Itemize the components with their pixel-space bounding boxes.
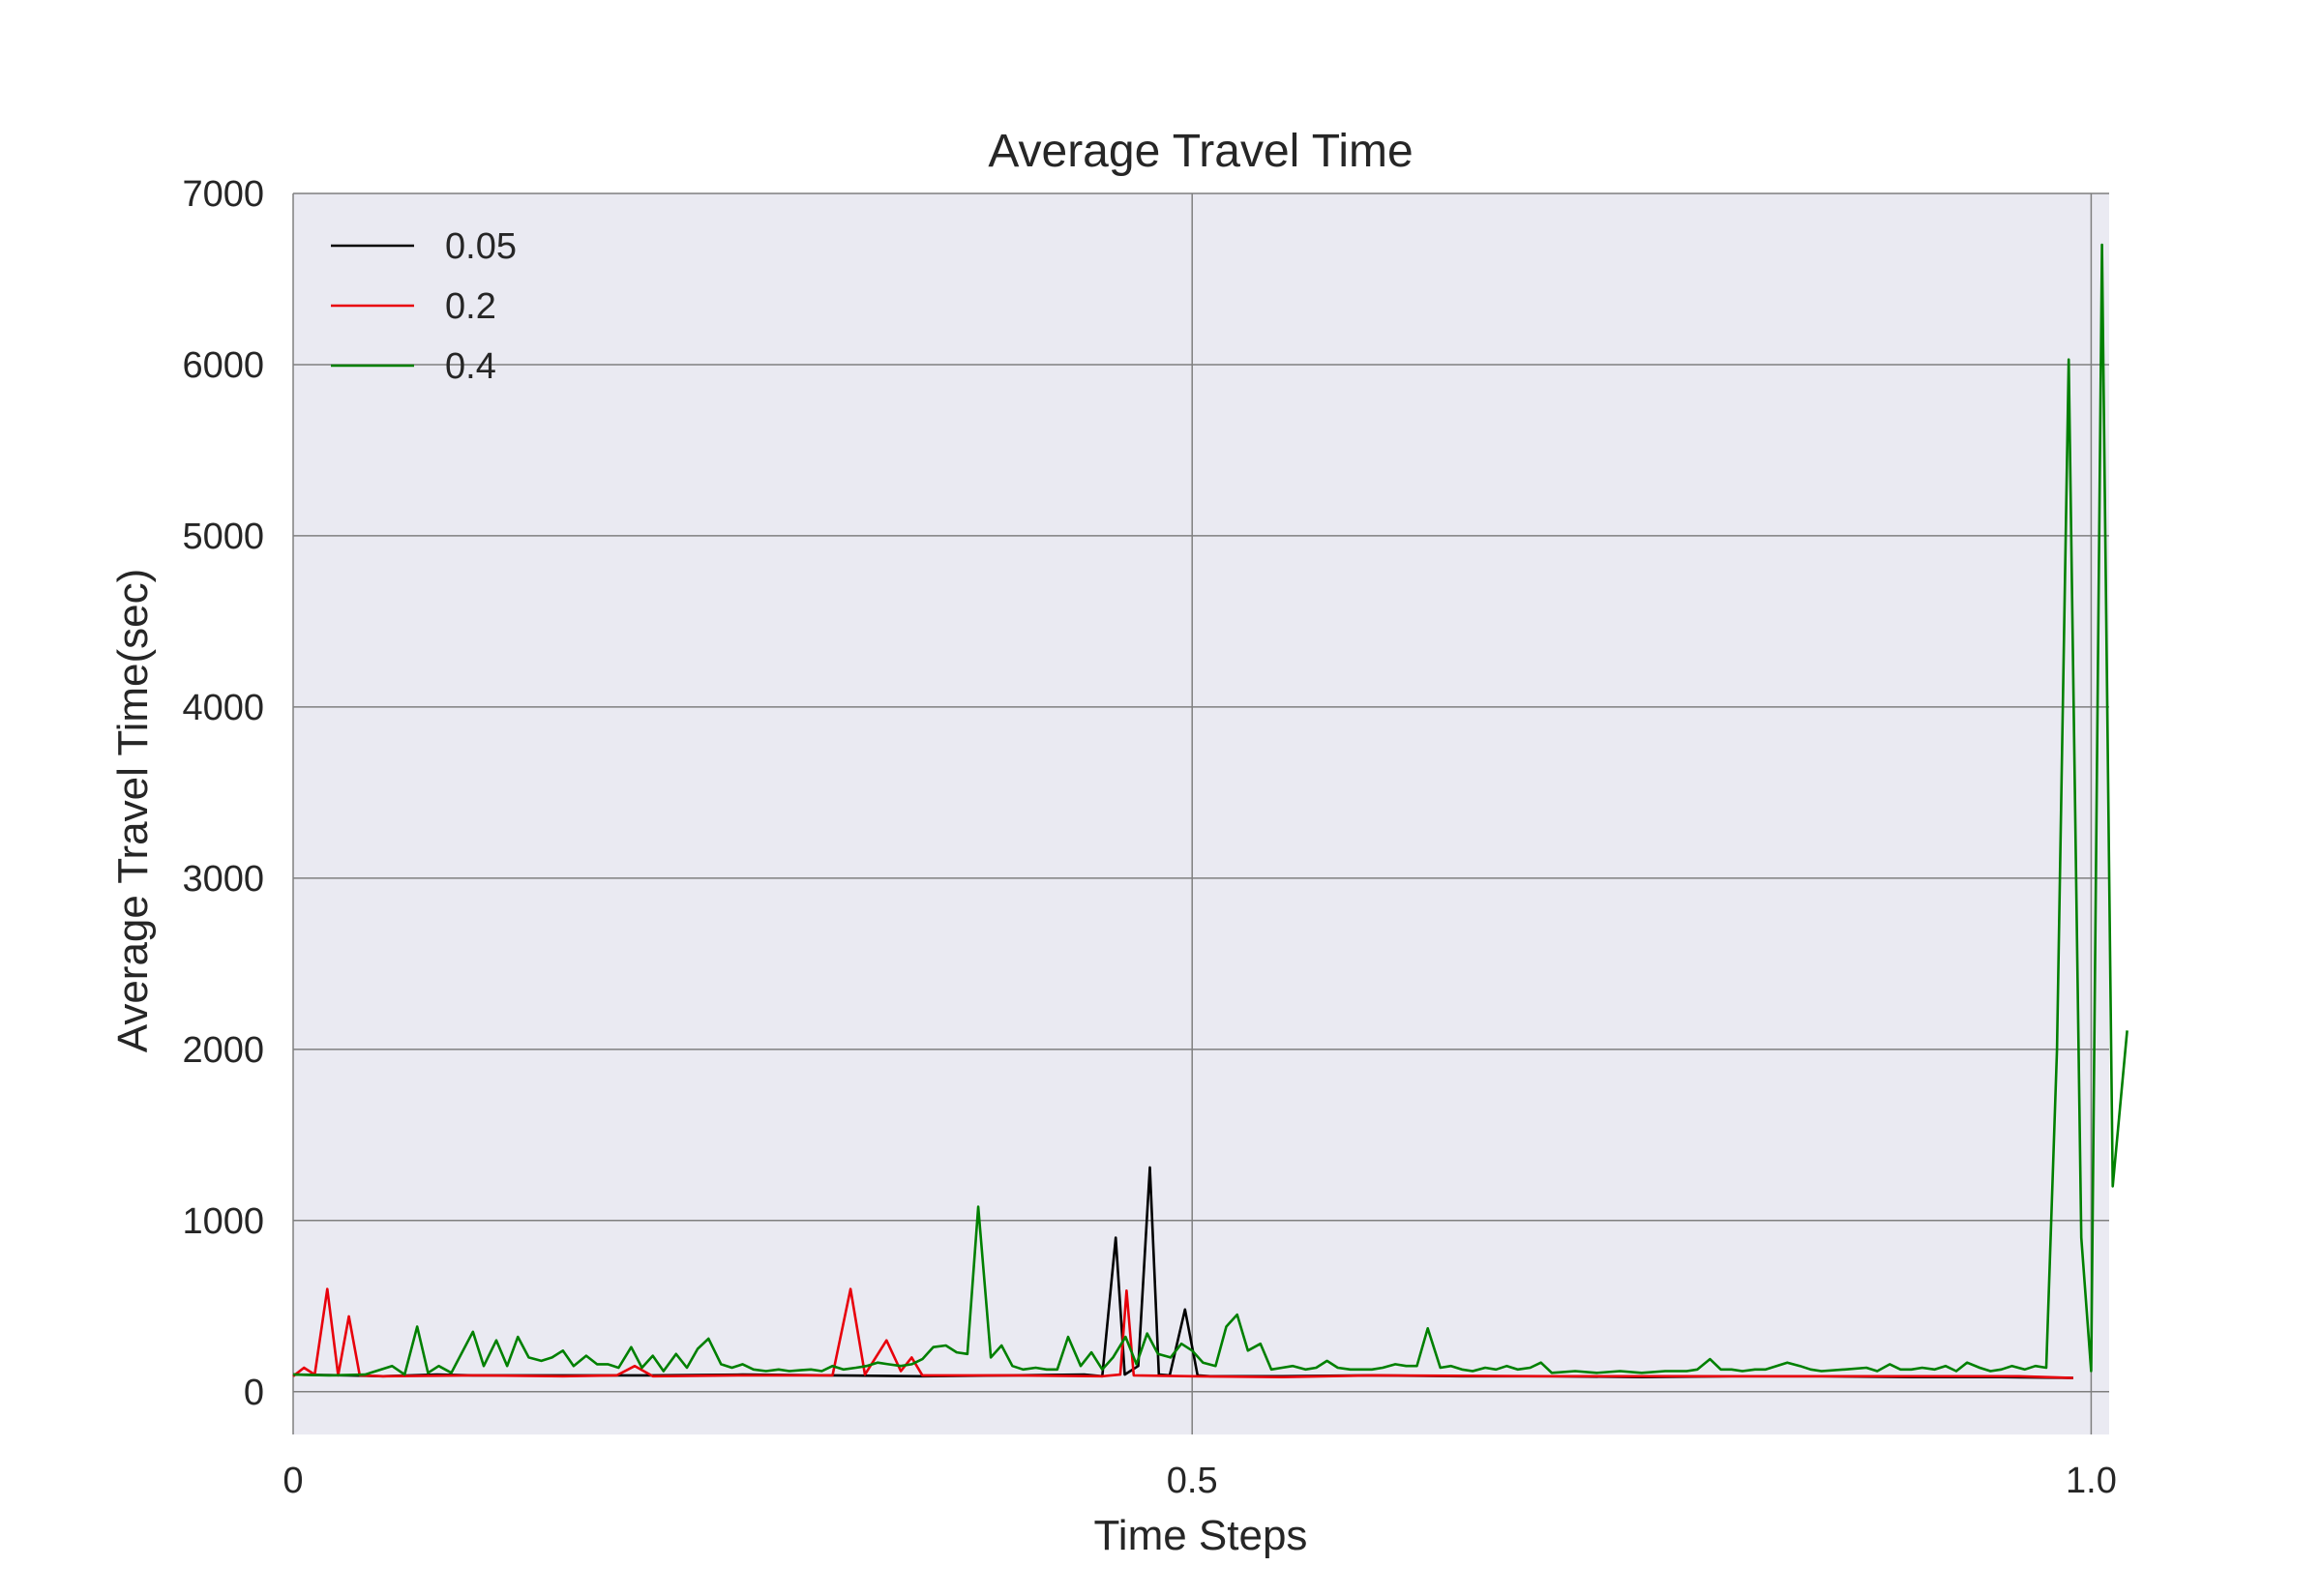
chart-title: Average Travel Time bbox=[988, 126, 1413, 177]
series-line-0.2 bbox=[292, 1287, 2073, 1379]
y-tick-label: 2000 bbox=[182, 1030, 264, 1071]
y-tick-label: 1000 bbox=[182, 1201, 264, 1242]
y-tick-label: 7000 bbox=[182, 174, 264, 215]
legend-label: 0.2 bbox=[445, 286, 496, 327]
x-tick-label: 1.0 bbox=[2066, 1461, 2117, 1501]
grid bbox=[292, 192, 2109, 1434]
legend: 0.05 0.2 0.4 bbox=[331, 226, 517, 387]
legend-label: 0.05 bbox=[445, 226, 517, 267]
y-axis-ticks: 0 1000 2000 3000 4000 5000 6000 7000 bbox=[182, 174, 264, 1413]
y-axis-label: Average Travel Time(sec) bbox=[109, 569, 157, 1052]
x-axis-label: Time Steps bbox=[1094, 1512, 1308, 1559]
series-layer bbox=[292, 243, 2128, 1379]
x-tick-label: 0.5 bbox=[1167, 1461, 1218, 1501]
legend-label: 0.4 bbox=[445, 346, 496, 387]
x-tick-label: 0 bbox=[283, 1461, 303, 1501]
y-tick-label: 0 bbox=[244, 1373, 264, 1413]
y-tick-label: 6000 bbox=[182, 345, 264, 386]
y-tick-label: 3000 bbox=[182, 859, 264, 900]
plot-area bbox=[293, 193, 2109, 1434]
series-line-0.4 bbox=[292, 243, 2128, 1377]
y-tick-label: 4000 bbox=[182, 688, 264, 728]
y-tick-label: 5000 bbox=[182, 517, 264, 557]
x-axis-ticks: 0 0.5 1.0 bbox=[283, 1461, 2116, 1501]
